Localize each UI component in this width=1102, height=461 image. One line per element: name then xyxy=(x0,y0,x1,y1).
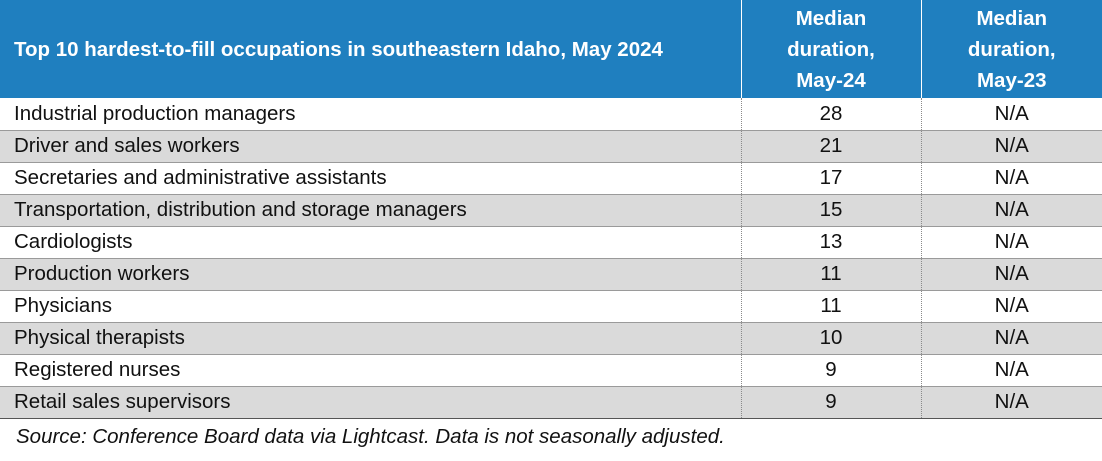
may24-cell: 11 xyxy=(740,289,921,322)
occupation-cell: Industrial production managers xyxy=(14,101,296,125)
may24-cell: 15 xyxy=(740,193,921,226)
occupation-cell: Physical therapists xyxy=(0,321,741,354)
may24-cell: 10 xyxy=(740,321,921,354)
table-row: Cardiologists 13 N/A xyxy=(0,225,1102,258)
occupation-cell: Registered nurses xyxy=(0,353,741,386)
table-title-header: Top 10 hardest-to-fill occupations in so… xyxy=(0,0,741,98)
header-line: May-24 xyxy=(796,68,866,92)
may23-cell: N/A xyxy=(920,385,1102,418)
occupation-cell: Cardiologists xyxy=(0,225,741,258)
may23-cell: N/A xyxy=(920,98,1102,130)
table-row: Driver and sales workers 21 N/A xyxy=(0,129,1102,162)
may23-cell: N/A xyxy=(920,225,1102,258)
table-row: Secretaries and administrative assistant… xyxy=(0,161,1102,194)
may24-cell: 11 xyxy=(740,257,921,290)
table-row: Physicians 11 N/A xyxy=(0,289,1102,322)
table-header: Top 10 hardest-to-fill occupations in so… xyxy=(0,0,1102,98)
may23-cell: N/A xyxy=(920,321,1102,354)
occupation-cell: Secretaries and administrative assistant… xyxy=(0,161,741,194)
header-line: Median xyxy=(976,6,1048,30)
table-row: Production workers 11 N/A xyxy=(0,257,1102,290)
median-duration-may23-header: Median duration, May-23 xyxy=(920,0,1102,98)
table-row: Registered nurses 9 N/A xyxy=(0,353,1102,386)
may24-cell: 21 xyxy=(740,129,921,162)
header-line: duration, xyxy=(967,37,1056,61)
header-line: May-23 xyxy=(976,68,1047,92)
occupations-table: Top 10 hardest-to-fill occupations in so… xyxy=(0,0,1102,419)
median-duration-may24-header: Median duration, May-24 xyxy=(740,0,921,98)
may23-cell: N/A xyxy=(920,129,1102,162)
may23-cell: N/A xyxy=(920,193,1102,226)
occupation-cell: Production workers xyxy=(0,257,741,290)
table-row: Retail sales supervisors 9 N/A xyxy=(0,385,1102,418)
table-row: Physical therapists 10 N/A xyxy=(0,321,1102,354)
may24-cell: 9 xyxy=(740,385,921,418)
may24-cell: 9 xyxy=(740,353,921,386)
header-line: Median xyxy=(795,6,867,30)
header-line: duration, xyxy=(787,37,875,61)
table-row: Industrial production managers 28 N/A xyxy=(0,98,1102,130)
table-row: Transportation, distribution and storage… xyxy=(0,193,1102,226)
may23-cell: N/A xyxy=(920,161,1102,194)
occupation-cell: Physicians xyxy=(0,289,741,322)
may23-cell: N/A xyxy=(920,353,1102,386)
occupation-cell: Retail sales supervisors xyxy=(0,385,741,418)
occupation-cell: Driver and sales workers xyxy=(0,129,741,162)
may24-cell: 17 xyxy=(740,161,921,194)
table-body: Industrial production managers 28 N/A Dr… xyxy=(0,98,1102,418)
source-note: Source: Conference Board data via Lightc… xyxy=(16,425,725,448)
header-row: Top 10 hardest-to-fill occupations in so… xyxy=(0,0,1102,98)
may24-cell: 28 xyxy=(740,98,921,130)
occupation-cell: Transportation, distribution and storage… xyxy=(0,193,741,226)
may23-cell: N/A xyxy=(920,289,1102,322)
may23-cell: N/A xyxy=(920,257,1102,290)
may24-cell: 13 xyxy=(740,225,921,258)
